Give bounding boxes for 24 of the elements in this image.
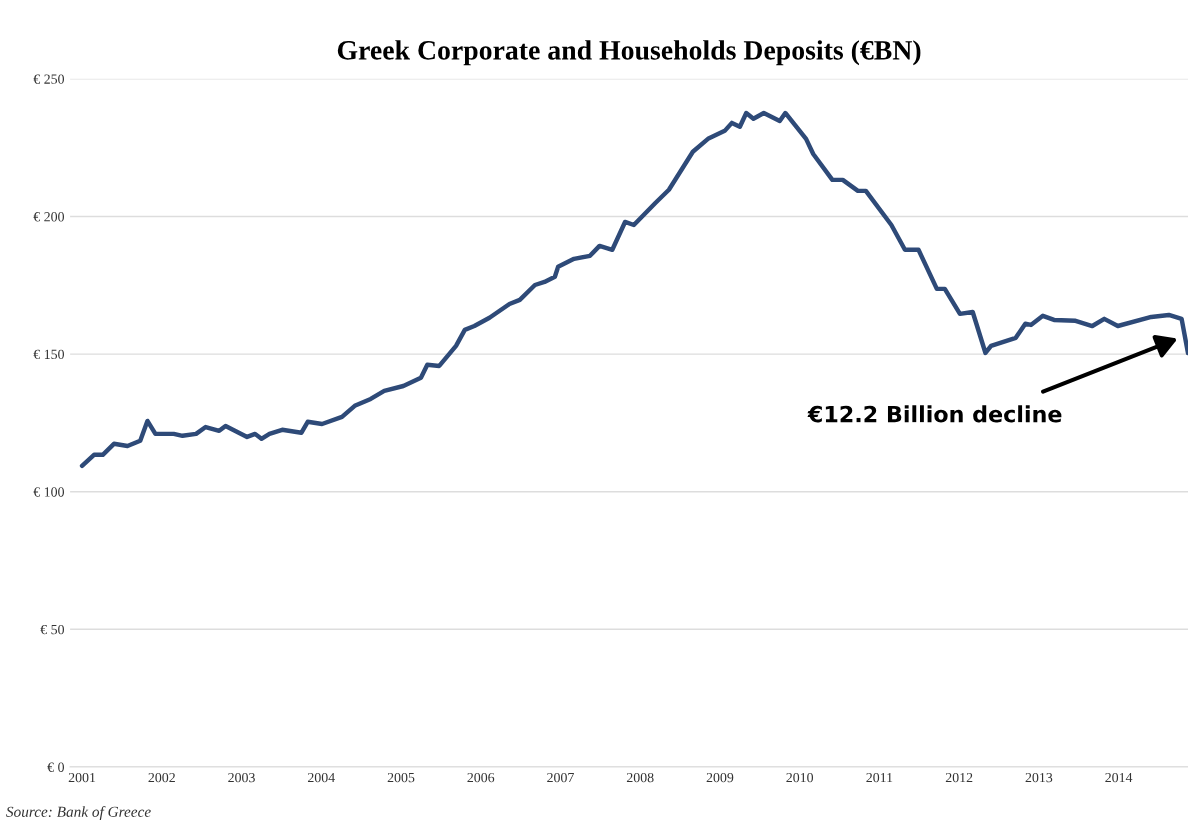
x-tick-label: 2009 <box>706 772 734 783</box>
x-tick-label: 2007 <box>547 772 574 783</box>
x-tick-label: 2003 <box>228 772 255 783</box>
x-tick-label: 2014 <box>1105 772 1133 783</box>
y-tick-label: € 100 <box>33 487 65 497</box>
x-tick-label: 2012 <box>945 772 973 783</box>
x-tick-label: 2006 <box>467 772 495 783</box>
annotation: €12.2 Billion decline <box>807 405 1062 423</box>
x-tick-label: 2013 <box>1025 772 1053 783</box>
y-tick-label: € 0 <box>47 762 65 772</box>
x-tick-label: 2010 <box>786 772 814 783</box>
line-series <box>79 110 1188 469</box>
x-tick-label: 2011 <box>866 772 893 783</box>
x-tick-label: 2002 <box>148 772 175 783</box>
x-tick-label: 2001 <box>68 772 96 783</box>
y-tick-label: € 200 <box>33 212 65 222</box>
y-tick-label: € 250 <box>33 74 65 84</box>
y-tick-label: € 50 <box>40 624 65 635</box>
x-tick-label: 2008 <box>626 772 654 783</box>
y-tick-label: € 150 <box>33 349 65 360</box>
source-note: Source: Bank of Greece <box>6 806 151 821</box>
x-tick-label: 2004 <box>307 772 335 783</box>
chart-title: Greek Corporate and Households Deposits (€BN) <box>337 40 921 66</box>
x-tick-label: 2005 <box>387 772 415 783</box>
